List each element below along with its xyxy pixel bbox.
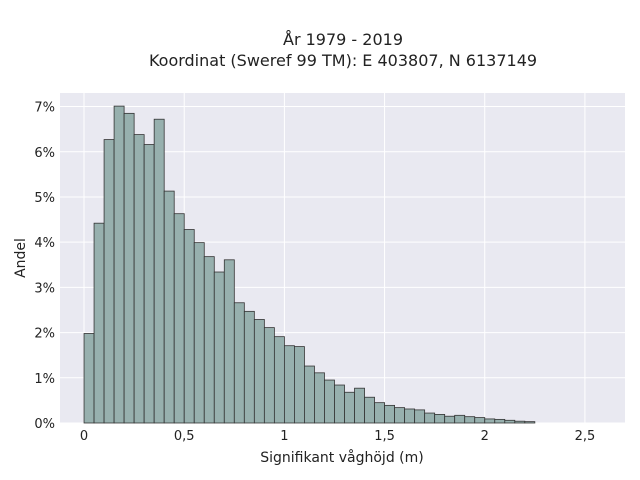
bar-39 xyxy=(474,417,486,424)
bar-32 xyxy=(404,408,416,424)
y-tick-label-0: 0% xyxy=(34,417,55,432)
bar-18 xyxy=(263,327,275,424)
bar-44 xyxy=(524,421,536,424)
y-tick-label-4: 4% xyxy=(34,236,55,251)
y-tick-label-3: 3% xyxy=(34,281,55,296)
bar-9 xyxy=(173,213,185,424)
bar-36 xyxy=(444,415,456,424)
bar-0 xyxy=(83,333,95,424)
bar-6 xyxy=(143,144,155,424)
bar-43 xyxy=(514,420,526,424)
y-tick-label-5: 5% xyxy=(34,191,55,206)
bar-42 xyxy=(504,419,516,424)
bar-11 xyxy=(193,242,205,424)
bar-19 xyxy=(273,336,285,424)
chart-title-line2: Koordinat (Sweref 99 TM): E 403807, N 61… xyxy=(149,51,537,70)
x-axis-label: Signifikant våghöjd (m) xyxy=(260,449,423,466)
bar-37 xyxy=(454,414,466,424)
bar-22 xyxy=(304,365,315,424)
bar-28 xyxy=(364,396,375,424)
x-tick-labels: 0 0,5 1 1,5 2 2,5 xyxy=(80,429,595,444)
bar-24 xyxy=(324,379,335,424)
chart-title-line1: År 1979 - 2019 xyxy=(283,30,403,49)
bar-13 xyxy=(213,271,225,424)
bar-8 xyxy=(163,190,175,424)
bar-17 xyxy=(253,319,265,424)
bar-16 xyxy=(243,310,255,424)
y-tick-label-7: 7% xyxy=(34,101,55,116)
bars xyxy=(83,105,536,424)
bar-21 xyxy=(294,346,305,424)
x-tick-label-5: 2,5 xyxy=(575,429,596,444)
y-tick-label-1: 1% xyxy=(34,372,55,387)
bar-3 xyxy=(113,105,125,424)
x-tick-label-0: 0 xyxy=(80,429,88,444)
bar-35 xyxy=(434,414,446,424)
bar-5 xyxy=(133,134,145,424)
bar-26 xyxy=(344,391,355,424)
bar-15 xyxy=(233,302,245,424)
bar-29 xyxy=(374,402,385,424)
bar-25 xyxy=(334,384,345,424)
x-tick-label-3: 1,5 xyxy=(374,429,395,444)
bar-12 xyxy=(203,256,215,424)
y-tick-label-6: 6% xyxy=(34,146,55,161)
x-tick-label-2: 1 xyxy=(280,429,288,444)
bar-30 xyxy=(384,404,395,424)
bar-31 xyxy=(394,407,406,424)
bar-1 xyxy=(93,222,105,424)
bar-33 xyxy=(414,409,426,424)
x-tick-label-1: 0,5 xyxy=(174,429,195,444)
bar-34 xyxy=(424,412,436,424)
bar-2 xyxy=(103,139,115,424)
x-tick-label-4: 2 xyxy=(481,429,489,444)
bar-38 xyxy=(464,416,476,424)
y-tick-labels: 0% 1% 2% 3% 4% 5% 6% 7% xyxy=(34,101,55,432)
y-axis-label: Andel xyxy=(13,238,29,278)
bar-10 xyxy=(183,229,195,424)
bar-40 xyxy=(484,418,496,424)
bar-4 xyxy=(123,112,135,424)
bar-27 xyxy=(354,387,365,424)
bar-14 xyxy=(223,259,235,424)
bar-23 xyxy=(314,372,325,424)
bar-20 xyxy=(283,345,295,424)
bar-7 xyxy=(153,118,165,424)
y-tick-label-2: 2% xyxy=(34,327,55,342)
bar-41 xyxy=(494,418,506,424)
